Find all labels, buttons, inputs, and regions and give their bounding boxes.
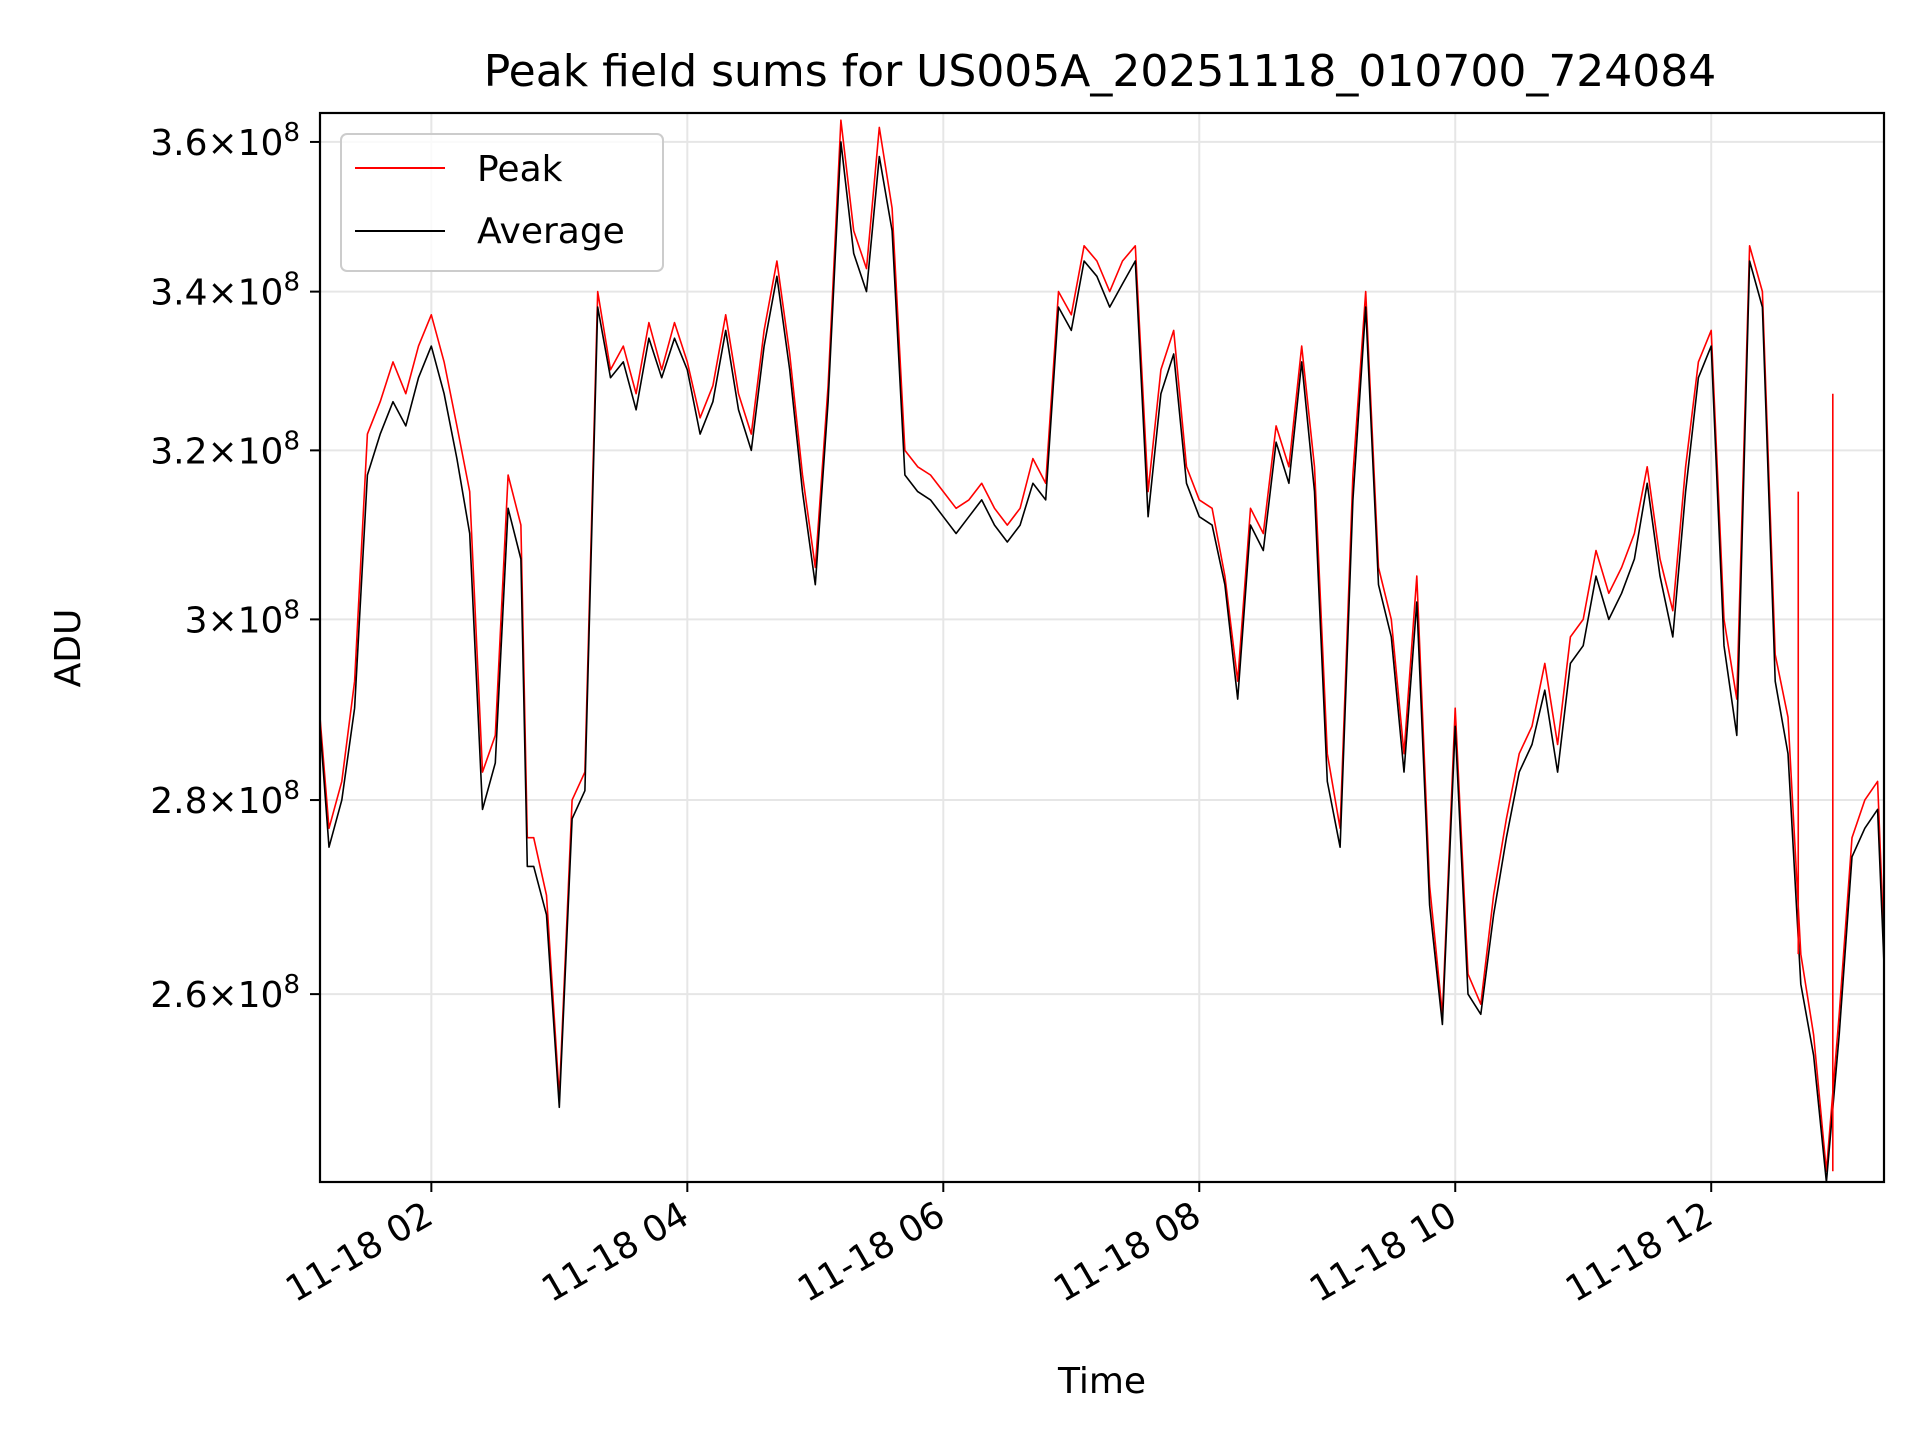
plot-frame — [318, 111, 1886, 1184]
y-tick-label: 3.6×108 — [150, 118, 300, 164]
y-tick-label: 2.6×108 — [150, 970, 300, 1016]
legend-label-average: Average — [477, 211, 625, 252]
y-axis-label: ADU — [48, 609, 89, 688]
chart-title: Peak field sums for US005A_20251118_0107… — [484, 46, 1717, 97]
legend-label-peak: Peak — [477, 149, 563, 190]
series-layer — [319, 119, 1885, 1183]
y-tick-label: 3×108 — [185, 595, 300, 641]
legend: Peak Average — [340, 133, 664, 272]
y-tick-label: 3.4×108 — [150, 268, 300, 314]
y-tick-label: 2.8×108 — [150, 776, 300, 822]
y-tick-label: 3.2×108 — [150, 426, 300, 472]
series-line-average — [319, 141, 1885, 1183]
x-axis-label: Time — [1057, 1361, 1146, 1402]
y-axis: 2.6×108 2.8×108 3×108 3.2×108 3.4×108 3.6×108 — [150, 118, 320, 1016]
